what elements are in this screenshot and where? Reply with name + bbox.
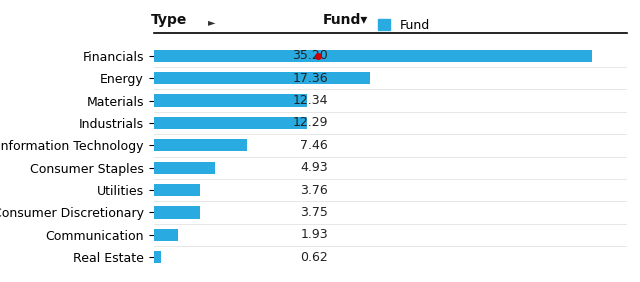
Bar [154,50,592,62]
Text: 4.93: 4.93 [300,161,328,174]
Bar [154,72,370,84]
Bar [154,251,161,263]
Text: 17.36: 17.36 [292,72,328,85]
Bar [154,206,200,219]
Text: 12.29: 12.29 [292,116,328,129]
Text: 1.93: 1.93 [300,228,328,241]
Text: 12.34: 12.34 [292,94,328,107]
Text: 3.76: 3.76 [300,184,328,197]
Legend: Fund: Fund [378,19,431,32]
Text: 7.46: 7.46 [300,139,328,152]
Bar [154,229,178,241]
Bar [154,117,307,129]
Text: ►: ► [208,17,216,27]
Text: Fund▾: Fund▾ [323,14,368,27]
Text: 35.20: 35.20 [292,49,328,62]
Bar [154,139,246,151]
Bar [154,184,200,196]
Text: 3.75: 3.75 [300,206,328,219]
Bar [154,94,307,107]
Text: Type: Type [151,14,188,27]
Bar [154,162,215,174]
Text: 0.62: 0.62 [300,251,328,264]
